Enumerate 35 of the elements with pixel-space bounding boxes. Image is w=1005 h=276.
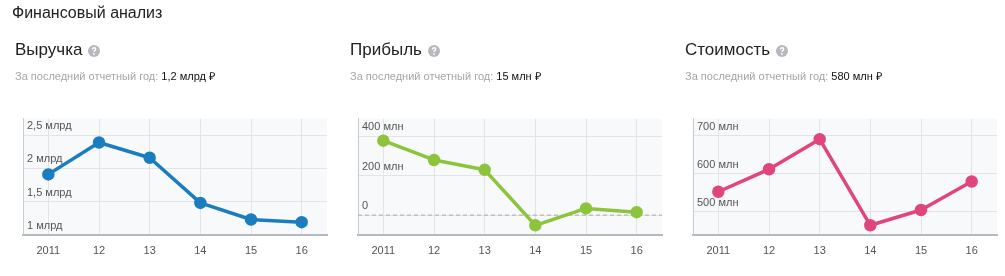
chart-title: Прибыль <box>350 40 422 59</box>
x-tick-label: 16 <box>630 244 643 257</box>
x-tick-label: 2011 <box>371 244 396 257</box>
x-tick-label: 14 <box>864 244 877 257</box>
y-tick-label: 500 млн <box>697 195 739 208</box>
x-tick-label: 15 <box>579 244 593 257</box>
y-tick-label: 200 млн <box>362 159 404 172</box>
x-tick-label: 16 <box>295 244 308 257</box>
chart-subtitle: За последний отчетный год: 15 млн ₽ <box>350 69 541 83</box>
y-tick-label: 600 млн <box>697 157 739 170</box>
chart-subtitle: За последний отчетный год: 1,2 млрд ₽ <box>15 69 215 83</box>
y-tick-label: 2,5 млрд <box>27 119 73 132</box>
x-tick-label: 13 <box>478 244 491 257</box>
y-tick-label: 700 млн <box>697 119 739 132</box>
x-tick-label: 13 <box>143 244 156 257</box>
x-tick-label: 14 <box>194 244 207 257</box>
x-tick-label: 2011 <box>706 244 731 257</box>
x-tick-label: 16 <box>965 244 978 257</box>
y-tick-label: 2 млрд <box>27 152 64 165</box>
y-tick-label: 1 млрд <box>27 218 64 231</box>
x-tick-label: 13 <box>813 244 826 257</box>
x-tick-label: 12 <box>92 244 106 257</box>
x-tick-label: 2011 <box>36 244 61 257</box>
x-tick-label: 14 <box>529 244 542 257</box>
y-tick-label: 1,5 млрд <box>27 185 73 198</box>
chart-subtitle: За последний отчетный год: 580 млн ₽ <box>685 69 882 83</box>
y-tick-label: 0 <box>362 199 369 212</box>
chart-title: Выручка <box>15 40 83 59</box>
chart-title: Стоимость <box>685 40 771 59</box>
x-tick-label: 12 <box>427 244 441 257</box>
y-tick-label: 400 млн <box>362 120 404 133</box>
x-tick-label: 15 <box>244 244 258 257</box>
x-tick-label: 12 <box>762 244 776 257</box>
x-tick-label: 15 <box>914 244 928 257</box>
text: Финансовый анализ <box>12 4 163 22</box>
